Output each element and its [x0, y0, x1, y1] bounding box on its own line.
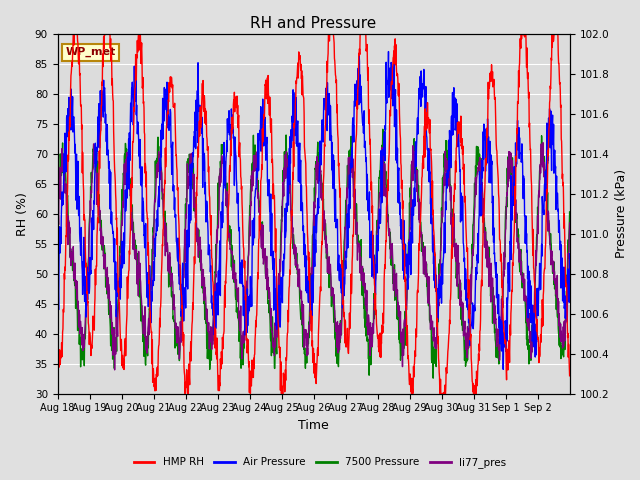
Air Pressure [560, 299, 568, 305]
7500 Pressure [134, 251, 141, 256]
HMP RH [54, 352, 61, 358]
Line: HMP RH: HMP RH [58, 34, 570, 394]
HMP RH [301, 144, 308, 150]
Air Pressure [509, 180, 517, 186]
li77_pres [509, 176, 517, 181]
HMP RH [291, 119, 299, 124]
HMP RH [435, 355, 442, 361]
li77_pres [134, 263, 142, 269]
li77_pres [435, 314, 442, 320]
7500 Pressure [379, 126, 387, 132]
7500 Pressure [429, 375, 437, 381]
Air Pressure [134, 124, 141, 130]
7500 Pressure [435, 294, 442, 300]
li77_pres [111, 367, 118, 373]
li77_pres [539, 140, 547, 145]
Air Pressure [435, 315, 442, 321]
HMP RH [509, 250, 517, 255]
HMP RH [134, 41, 142, 47]
Y-axis label: Pressure (kPa): Pressure (kPa) [614, 169, 628, 258]
Air Pressure [300, 246, 308, 252]
li77_pres [54, 220, 61, 226]
Title: RH and Pressure: RH and Pressure [250, 16, 377, 31]
Air Pressure [54, 269, 61, 275]
Air Pressure [385, 48, 392, 54]
X-axis label: Time: Time [298, 419, 329, 432]
Line: 7500 Pressure: 7500 Pressure [58, 129, 570, 378]
Y-axis label: RH (%): RH (%) [16, 192, 29, 236]
HMP RH [184, 391, 191, 396]
Air Pressure [499, 366, 507, 372]
Line: Air Pressure: Air Pressure [58, 51, 570, 369]
7500 Pressure [566, 209, 573, 215]
7500 Pressure [560, 354, 568, 360]
7500 Pressure [300, 346, 308, 352]
Air Pressure [566, 251, 573, 257]
Legend: HMP RH, Air Pressure, 7500 Pressure, li77_pres: HMP RH, Air Pressure, 7500 Pressure, li7… [129, 453, 511, 472]
HMP RH [560, 199, 568, 205]
Text: WP_met: WP_met [65, 47, 116, 58]
7500 Pressure [291, 241, 298, 247]
li77_pres [566, 220, 573, 226]
7500 Pressure [54, 212, 61, 217]
li77_pres [291, 246, 298, 252]
li77_pres [300, 344, 308, 349]
7500 Pressure [509, 174, 517, 180]
HMP RH [566, 373, 573, 379]
HMP RH [69, 31, 77, 36]
Air Pressure [291, 111, 298, 117]
Line: li77_pres: li77_pres [58, 143, 570, 370]
li77_pres [560, 343, 568, 349]
